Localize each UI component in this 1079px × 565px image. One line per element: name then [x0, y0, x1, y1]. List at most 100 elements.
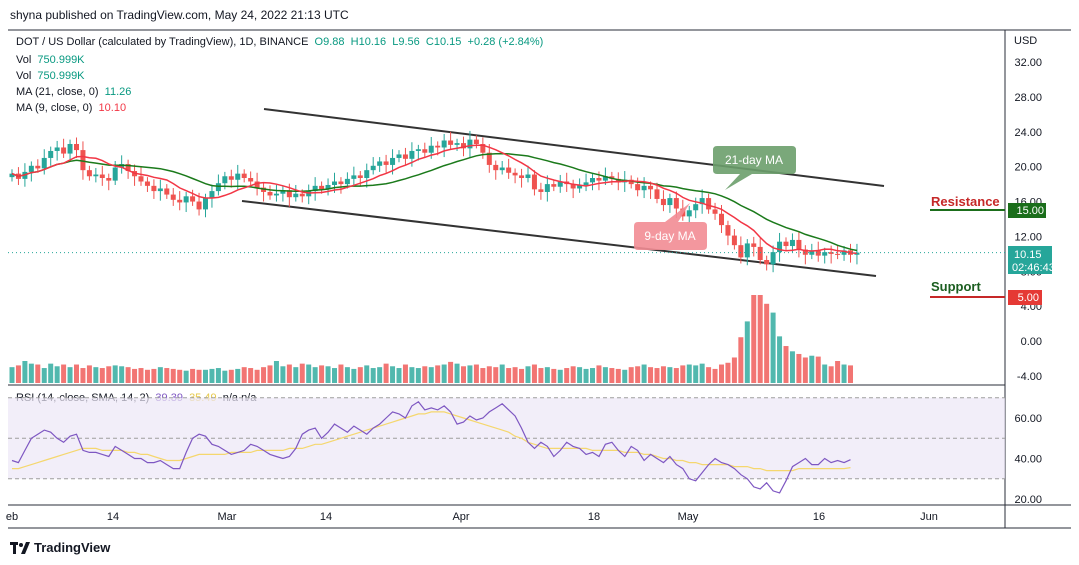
- volume-bar: [106, 366, 112, 383]
- time-tick-label: Jun: [920, 511, 938, 523]
- candle-body: [54, 147, 60, 151]
- volume-bar: [28, 363, 34, 383]
- candle-body: [390, 157, 396, 165]
- candle-body: [486, 152, 492, 165]
- volume-bar: [170, 368, 176, 383]
- volume-bar: [660, 366, 666, 383]
- volume-bar: [22, 361, 28, 383]
- candle-body: [338, 181, 344, 185]
- volume-bar: [209, 368, 215, 383]
- candle-body: [299, 193, 305, 197]
- candle-body: [783, 241, 789, 247]
- candle-body: [177, 199, 183, 203]
- candle-body: [712, 209, 718, 214]
- candle-body: [415, 149, 421, 151]
- volume-bar: [222, 370, 228, 383]
- candle-body: [248, 178, 254, 182]
- time-tick-label: Mar: [218, 511, 237, 523]
- volume-bar: [583, 368, 589, 383]
- tradingview-logo[interactable]: TradingView: [10, 540, 110, 555]
- volume-bar: [744, 321, 750, 383]
- volume-bar: [551, 368, 557, 383]
- candle-body: [370, 165, 376, 171]
- candle-body: [499, 167, 505, 171]
- moving-averages: [11, 144, 858, 255]
- ma9-label: MA (9, close, 0): [16, 102, 93, 114]
- volume-bar: [564, 368, 570, 383]
- volume-bar: [615, 368, 621, 383]
- volume-bar: [454, 363, 460, 383]
- candle-body: [538, 189, 544, 192]
- volume-bar: [332, 368, 337, 383]
- ma21-legend[interactable]: MA (21, close, 0) 11.26: [16, 86, 131, 98]
- volume-bar: [590, 368, 595, 383]
- volume-bar: [80, 368, 86, 383]
- candle-body: [602, 176, 608, 181]
- candle-body: [332, 181, 337, 185]
- candle-body: [738, 245, 744, 258]
- volume-bar: [312, 367, 318, 383]
- candle-body: [106, 178, 112, 181]
- candle-body: [796, 239, 802, 250]
- change-value: +0.28 (+2.84%): [467, 36, 544, 48]
- candle-body: [196, 201, 202, 210]
- volume-bar: [299, 363, 305, 383]
- rsi-lines: [11, 401, 851, 494]
- volume-bar: [693, 365, 699, 383]
- volume-bar: [422, 366, 428, 383]
- volume-label: Vol: [16, 70, 32, 82]
- volume-bar: [267, 365, 273, 383]
- candle-body: [422, 149, 428, 153]
- candle-body: [209, 191, 215, 199]
- svg-text:5.00: 5.00: [1018, 292, 1039, 304]
- volume-bar: [48, 363, 54, 383]
- volume-legend-2[interactable]: Vol 750.999K: [16, 70, 85, 82]
- volume-bars: [9, 295, 853, 383]
- candle-body: [757, 246, 763, 260]
- volume-bar: [777, 336, 783, 383]
- candle-body: [125, 164, 131, 172]
- candle-body: [809, 250, 815, 255]
- candle-body: [493, 164, 499, 171]
- candle-body: [590, 178, 595, 183]
- volume-bar: [119, 366, 125, 383]
- candle-body: [409, 150, 415, 159]
- volume-bar: [409, 367, 415, 383]
- ma9-value: 10.10: [98, 102, 127, 114]
- volume-bar: [286, 364, 292, 383]
- candle-body: [789, 239, 795, 247]
- volume-bar: [86, 365, 92, 383]
- time-tick-label: eb: [6, 511, 18, 523]
- volume-bar: [183, 370, 189, 383]
- volume-bar: [228, 369, 234, 383]
- time-axis[interactable]: eb 14 Mar 14 Apr 18 May 16 Jun: [6, 511, 938, 523]
- symbol-legend: DOT / US Dollar (calculated by TradingVi…: [16, 36, 543, 48]
- volume-bar: [344, 367, 350, 383]
- candle-body: [228, 176, 234, 180]
- ma9-legend[interactable]: MA (9, close, 0) 10.10: [16, 102, 126, 114]
- ma21-callout[interactable]: 21-day MA: [713, 146, 796, 190]
- volume-bar: [577, 367, 583, 383]
- volume-bar: [531, 364, 537, 383]
- volume-bar: [377, 367, 383, 383]
- volume-bar: [215, 368, 221, 383]
- candle-body: [9, 173, 15, 178]
- candle-body: [835, 253, 841, 255]
- symbol-title[interactable]: DOT / US Dollar (calculated by TradingVi…: [16, 36, 309, 48]
- time-tick-label: 16: [813, 511, 825, 523]
- candles: [9, 130, 860, 273]
- candle-body: [628, 179, 634, 185]
- candle-body: [764, 259, 770, 265]
- candle-body: [344, 178, 350, 185]
- candle-body: [441, 140, 447, 148]
- volume-bar: [164, 368, 170, 383]
- volume-bar: [99, 368, 105, 383]
- volume-legend-1[interactable]: Vol 750.999K: [16, 54, 85, 66]
- candle-body: [525, 174, 531, 179]
- price-axis[interactable]: 32.0028.0024.0020.0016.0012.008.004.000.…: [1014, 57, 1042, 383]
- ma9-callout[interactable]: 9-day MA: [634, 203, 707, 250]
- volume-bar: [506, 368, 512, 383]
- volume-bar: [338, 364, 344, 383]
- volume-bar: [635, 366, 641, 383]
